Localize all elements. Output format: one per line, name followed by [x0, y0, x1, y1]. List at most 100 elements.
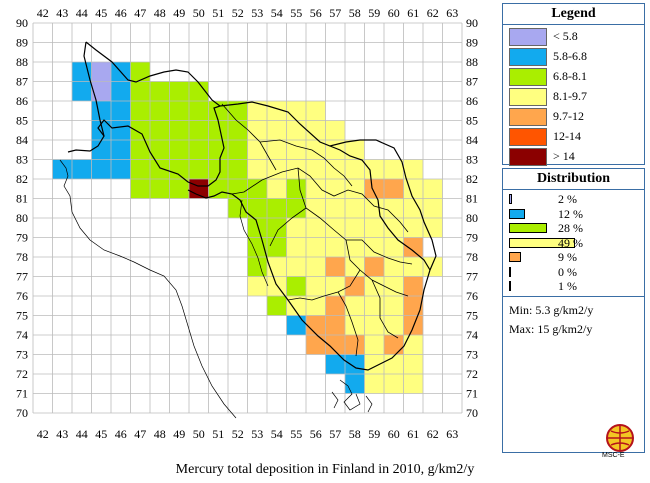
grid-cell — [267, 179, 287, 199]
x-tick-label: 46 — [115, 6, 127, 20]
distribution-item: 0 % — [503, 265, 644, 279]
y-tick-label: 73 — [16, 348, 28, 362]
grid-cell — [111, 101, 131, 121]
grid-cell — [286, 198, 306, 218]
grid-cell — [169, 140, 189, 160]
grid-cell — [306, 159, 326, 179]
grid-cell — [150, 120, 170, 140]
x-tick-label: 60 — [388, 427, 400, 441]
distribution-item: 28 % — [503, 221, 644, 235]
grid-cell — [52, 159, 72, 179]
x-tick-label: 57 — [329, 6, 341, 20]
x-tick-label: 45 — [95, 6, 107, 20]
grid-cell — [150, 179, 170, 199]
grid-cell — [345, 218, 365, 238]
x-axis-bottom: 42 43 44 45 46 47 48 49 50 51 52 53 54 55 56 57 58 59 60 61… — [37, 427, 459, 441]
grid-cell — [403, 276, 423, 296]
grid-cell — [189, 101, 209, 121]
distribution-bar — [509, 194, 512, 204]
legend-label: 6.8-8.1 — [553, 69, 587, 83]
grid-cell — [403, 159, 423, 179]
grid-cell — [208, 101, 228, 121]
grid-cell — [325, 218, 345, 238]
grid-cell — [267, 237, 287, 257]
grid-cell — [306, 218, 326, 238]
x-tick-label: 47 — [134, 427, 146, 441]
grid-cell — [286, 257, 306, 277]
x-tick-label: 56 — [310, 6, 322, 20]
grid-cell — [189, 81, 209, 101]
y-tick-label: 75 — [466, 309, 478, 323]
grid-lines — [32, 22, 463, 414]
finland-border — [67, 101, 437, 371]
grid-cell — [189, 140, 209, 160]
grid-cell — [325, 315, 345, 335]
y-tick-label: 82 — [466, 172, 478, 186]
y-tick-label: 90 — [16, 16, 28, 30]
grid-cell — [286, 276, 306, 296]
x-tick-label: 53 — [251, 427, 263, 441]
grid-cell — [325, 237, 345, 257]
x-tick-label: 43 — [56, 6, 68, 20]
grid-cell — [384, 315, 404, 335]
grid-cell — [286, 296, 306, 316]
grid-cell — [208, 140, 228, 160]
x-tick-label: 53 — [251, 6, 263, 20]
legend-swatch — [509, 108, 547, 126]
deposition-map: 42 43 44 45 46 47 48 49 50 51 52 53 54 55 56 57 58 59 60 61… — [16, 6, 478, 441]
x-tick-label: 62 — [427, 6, 439, 20]
grid-cell — [130, 179, 150, 199]
grid-cell — [247, 159, 267, 179]
x-tick-label: 54 — [271, 6, 283, 20]
distribution-item: 49 % — [503, 236, 644, 250]
distribution-label: 49 % — [558, 235, 583, 250]
x-tick-label: 61 — [407, 6, 419, 20]
y-tick-label: 90 — [466, 16, 478, 30]
grid-cell — [364, 276, 384, 296]
distribution-item: 12 % — [503, 207, 644, 221]
grid-cell — [72, 159, 92, 179]
grid-cell — [208, 120, 228, 140]
y-tick-label: 74 — [466, 328, 478, 342]
grid-cell — [364, 354, 384, 374]
y-tick-label: 77 — [16, 270, 28, 284]
y-tick-label: 70 — [466, 406, 478, 420]
grid-cell — [364, 179, 384, 199]
grid-cell — [150, 159, 170, 179]
y-tick-label: 84 — [16, 133, 28, 147]
x-tick-label: 56 — [310, 427, 322, 441]
grid-cell — [189, 159, 209, 179]
grid-cell — [267, 101, 287, 121]
x-tick-label: 42 — [37, 427, 49, 441]
grid-cell — [423, 179, 443, 199]
grid-cell — [228, 101, 248, 121]
grid-cell — [345, 315, 365, 335]
grid-cell — [130, 159, 150, 179]
grid-cell — [150, 81, 170, 101]
grid-cell — [111, 120, 131, 140]
legend-title: Legend — [503, 4, 644, 25]
y-tick-label: 89 — [16, 36, 28, 50]
y-tick-label: 87 — [466, 75, 478, 89]
x-tick-label: 54 — [271, 427, 283, 441]
grid-cell — [345, 179, 365, 199]
logo-label: MSC-E — [602, 452, 625, 459]
grid-cell — [169, 101, 189, 121]
distribution-label: 28 % — [558, 221, 583, 235]
y-tick-label: 70 — [16, 406, 28, 420]
legend-label: < 5.8 — [553, 29, 578, 43]
y-tick-label: 78 — [16, 250, 28, 264]
y-tick-label: 80 — [16, 211, 28, 225]
grid-cell — [247, 257, 267, 277]
y-tick-label: 85 — [16, 114, 28, 128]
distribution-label: 1 % — [558, 279, 577, 293]
grid-cell — [267, 120, 287, 140]
legend-item: 12-14 — [503, 126, 644, 148]
grid-cell — [228, 159, 248, 179]
y-tick-label: 82 — [16, 172, 28, 186]
legend-label: > 14 — [553, 149, 575, 163]
x-tick-label: 44 — [76, 427, 88, 441]
legend-label: 5.8-6.8 — [553, 49, 587, 63]
y-tick-label: 75 — [16, 309, 28, 323]
grid-cell — [150, 140, 170, 160]
